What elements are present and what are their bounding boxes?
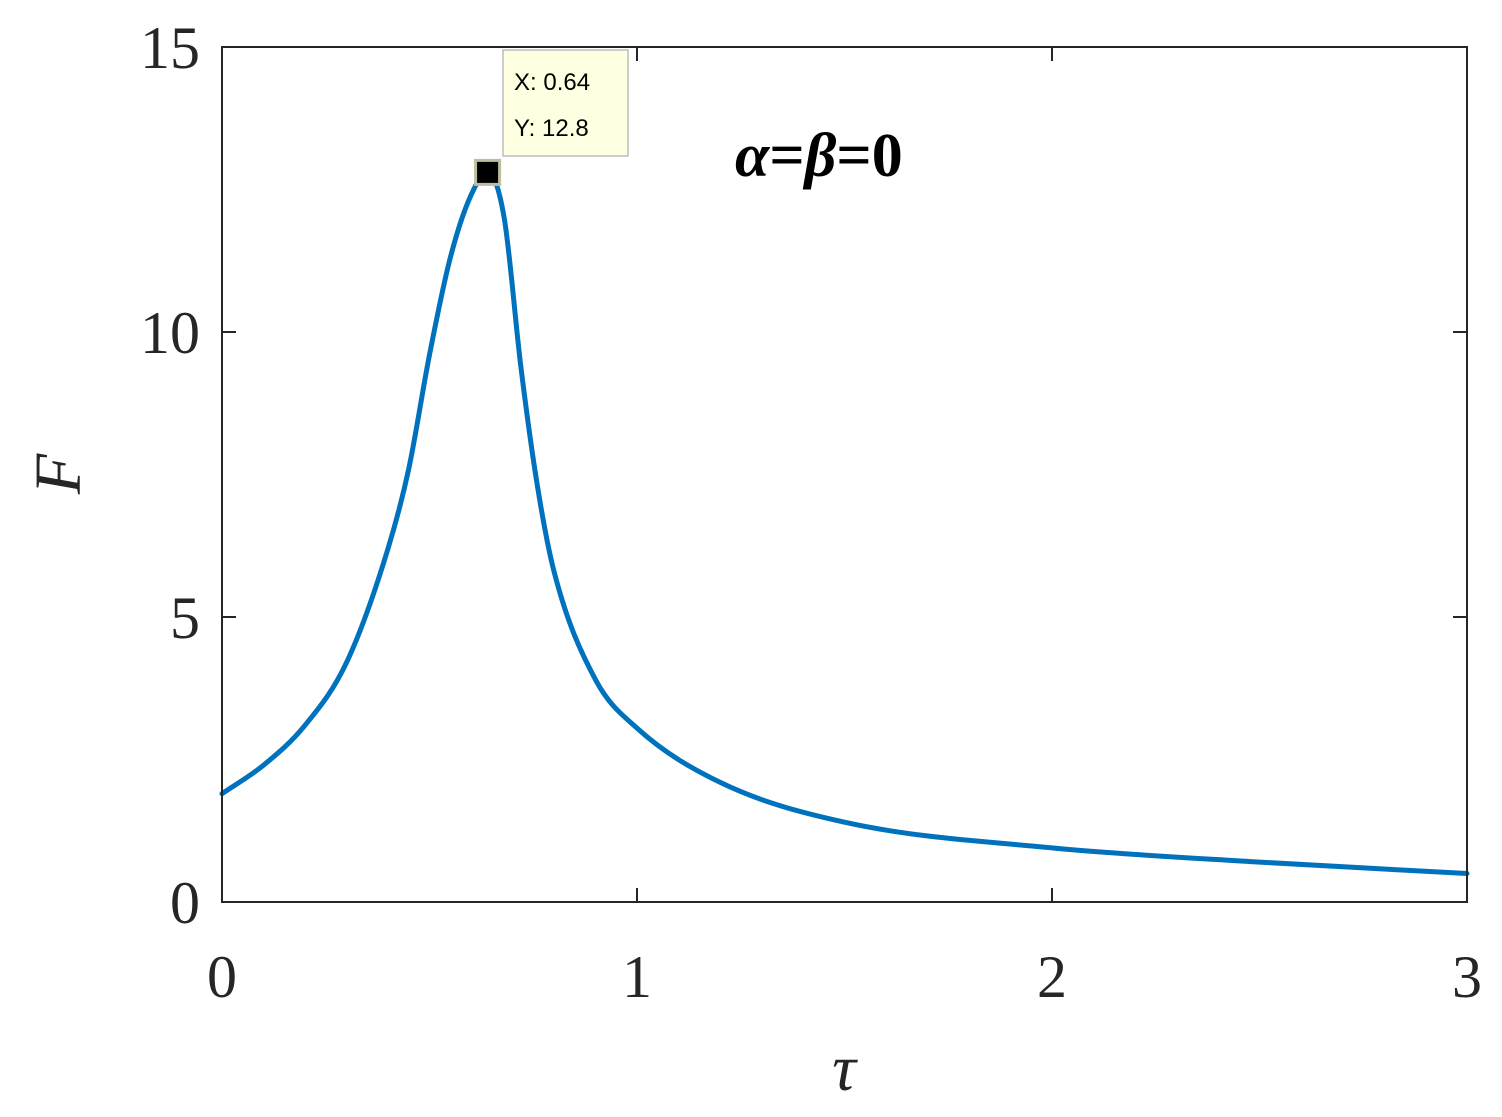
y-axis-label: F	[22, 453, 95, 495]
alpha-symbol: α	[735, 122, 771, 190]
beta-symbol: β	[803, 122, 837, 190]
equals-sign: =	[769, 122, 804, 190]
x-tick-label: 1	[622, 944, 652, 1010]
x-tick-label: 3	[1452, 944, 1482, 1010]
series-layer	[219, 169, 1470, 876]
data-tip-y: Y: 12.8	[514, 115, 589, 142]
plot-area	[222, 47, 1467, 902]
axes-box	[221, 46, 1468, 903]
y-tick-label: 15	[140, 15, 200, 81]
data-tip-box	[502, 49, 629, 157]
x-tick-label: 0	[207, 944, 237, 1010]
data-tip-marker[interactable]	[474, 158, 502, 186]
equals-zero: =0	[836, 122, 902, 190]
y-tick-label: 5	[170, 585, 200, 651]
data-tip[interactable]: X: 0.64 Y: 12.8	[502, 49, 629, 157]
x-axis-label: τ	[832, 1032, 858, 1105]
tick-labels: 0 1 2 3 0 5 10 15	[140, 15, 1482, 1010]
y-tick-label: 10	[140, 300, 200, 366]
data-tip-x: X: 0.64	[514, 69, 590, 96]
series-line	[219, 169, 1470, 876]
parameter-annotation: α=β=0	[735, 122, 903, 190]
x-tick-label: 2	[1037, 944, 1067, 1010]
y-tick-label: 0	[170, 870, 200, 936]
marker-layer	[474, 158, 502, 186]
